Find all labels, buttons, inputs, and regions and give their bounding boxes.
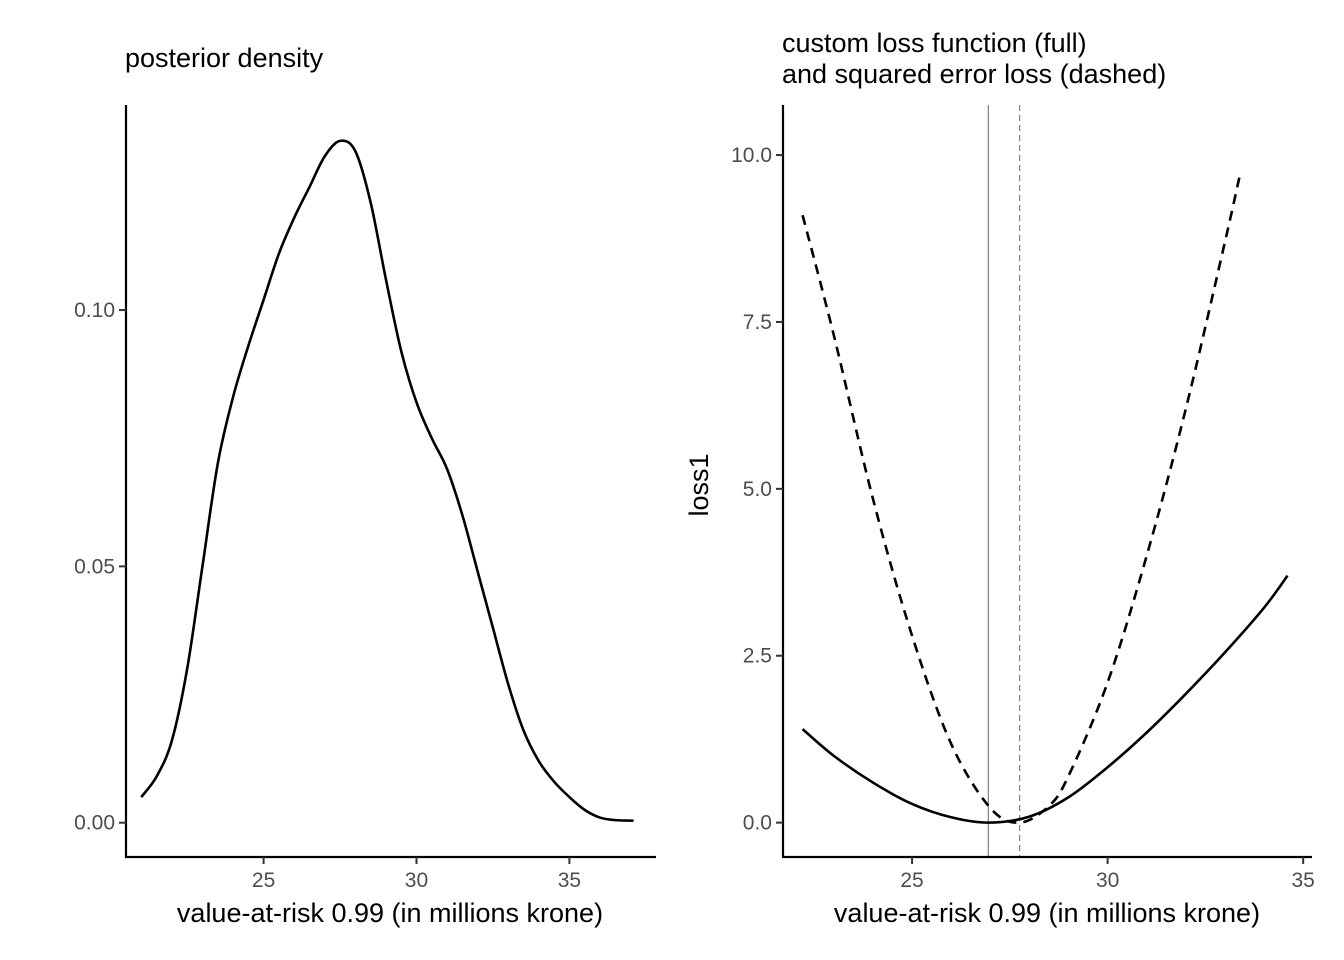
series-line-solid [801, 574, 1289, 824]
right-reference-lines [987, 105, 1021, 856]
panel-loss-function: custom loss function (full) and squared … [684, 28, 1315, 928]
y-tick-label: 2.5 [743, 645, 772, 668]
right-panel-title-line-1: custom loss function (full) [782, 28, 1087, 58]
panel-posterior-density: posterior density 0.00 0.05 0.10 25 30 35 va… [74, 43, 656, 928]
x-tick-label: 25 [252, 869, 275, 892]
series-line-solid [140, 139, 634, 822]
left-x-ticks: 25 30 35 [252, 857, 581, 892]
x-tick-label: 25 [900, 869, 923, 892]
right-y-axis-title: loss1 [684, 453, 714, 516]
right-series-group [801, 171, 1289, 824]
x-tick-label: 30 [405, 869, 428, 892]
y-tick-label: 0.05 [74, 555, 115, 578]
x-tick-label: 35 [1291, 869, 1314, 892]
left-y-ticks: 0.00 0.05 0.10 [74, 299, 126, 835]
right-panel-title-line-2: and squared error loss (dashed) [782, 59, 1166, 89]
y-tick-label: 5.0 [743, 478, 772, 501]
right-x-ticks: 25 30 35 [900, 857, 1315, 892]
y-tick-label: 0.0 [743, 812, 772, 835]
x-tick-label: 35 [558, 869, 581, 892]
y-tick-label: 10.0 [731, 144, 772, 167]
right-x-axis-title: value-at-risk 0.99 (in millions krone) [834, 898, 1260, 928]
y-tick-label: 0.00 [74, 812, 115, 835]
left-x-axis-title: value-at-risk 0.99 (in millions krone) [177, 898, 603, 928]
left-panel-title: posterior density [125, 43, 324, 73]
right-y-ticks: 0.0 2.5 5.0 7.5 10.0 [731, 144, 783, 835]
left-series-group [140, 139, 634, 822]
y-tick-label: 0.10 [74, 299, 115, 322]
series-line-dashed [801, 171, 1242, 824]
y-tick-label: 7.5 [743, 311, 772, 334]
x-tick-label: 30 [1096, 869, 1119, 892]
